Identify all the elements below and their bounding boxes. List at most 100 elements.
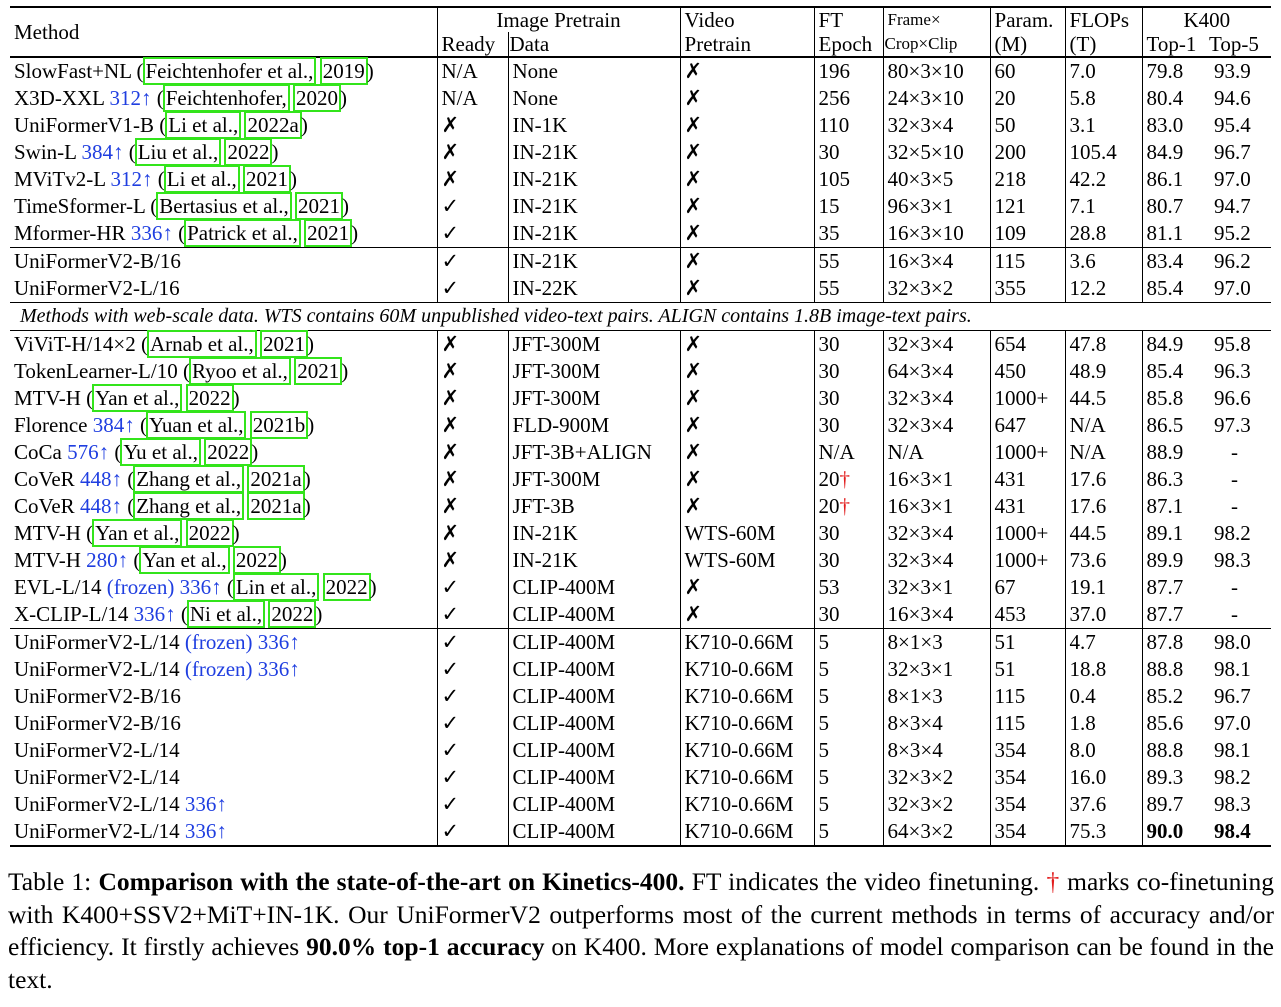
flops-cell: 8.0 [1064,737,1143,764]
epoch-cell: 30 [813,547,884,574]
resolution-tag: 312↑ [109,86,152,110]
flops-unit-header: (T) [1064,32,1143,57]
method-name: UniFormerV2-L/14 [14,657,180,681]
top5-cell: 98.4 [1207,818,1272,847]
section-note: Methods with web-scale data. WTS contain… [10,302,1272,331]
ready-cell: ✓ [436,275,508,303]
top5-cell: 95.2 [1214,221,1251,245]
ready-cell: ✗ [436,358,508,385]
epoch-cell: 20† [813,493,884,520]
citation-author: Feichtenhofer, [162,84,290,112]
data-cell: CLIP-400M [507,574,681,601]
video-pretrain-cell: ✗ [679,439,815,466]
top5-cell: 93.9 [1207,56,1272,85]
frames-cell: 8×3×4 [882,710,991,737]
citation-year: 2022 [185,519,234,547]
citation-author: Liu et al., [134,138,222,166]
video-pretrain-cell: ✗ [679,358,815,385]
ready-cell: ✓ [436,247,508,275]
epoch-value: 5 [818,819,830,843]
method-name: UniFormerV2-B/16 [14,711,181,735]
table-row: CoVeR 448↑ (Zhang et al., 2021a) ✗ JFT-300… [10,465,1271,493]
citation-author: Bertasius et al., [156,192,292,220]
ready-cell: ✗ [436,493,508,520]
epoch-header: Epoch [813,32,884,57]
frames-cell: 32×3×4 [882,112,991,139]
ready-cell: ✗ [436,466,508,493]
method-cell: UniFormerV2-L/14 (frozen) 336↑ [10,656,437,683]
frames-cell: 40×3×5 [882,166,991,193]
resolution-tag: 336↑ [130,221,173,245]
caption-label: Table 1: [8,867,99,896]
citation-author: Lin et al., [232,573,320,601]
top1-cell: 86.5 [1141,412,1208,439]
table-row: X3D-XXL 312↑ (Feichtenhofer, 2020) N/A Non… [10,84,1271,112]
top5-cell: 95.8 [1207,330,1272,358]
top5-cell: 98.1 [1214,738,1251,762]
ready-cell: ✓ [436,220,508,248]
top1-cell: 90.0 [1141,818,1208,847]
frames-cell: 16×3×4 [882,247,991,275]
method-cell: SlowFast+NL (Feichtenhofer et al., 2019) [10,56,437,85]
epoch-value: 30 [818,386,840,410]
epoch-value: 256 [818,86,851,110]
table-row: UniFormerV1-B (Li et al., 2022a) ✗ IN-1K ✗ 1… [10,111,1271,139]
frozen-tag: (frozen) [184,630,253,654]
citation-year: 2022 [204,438,253,466]
citation-year: 2021 [294,357,343,385]
citation-year: 2022 [224,138,273,166]
citation-year: 2022 [322,573,371,601]
method-name: UniFormerV2-L/14 [14,819,180,843]
video-pretrain-cell: ✗ [679,56,815,85]
table-row: Mformer-HR 336↑ (Patrick et al., 2021) ✓ I… [10,219,1271,248]
param-cell: 218 [989,166,1066,193]
video-pretrain-cell: ✗ [679,412,815,439]
epoch-cell: 256 [813,85,884,112]
param-cell: 67 [989,574,1066,601]
data-cell: CLIP-400M [507,710,681,737]
method-name: CoVeR [14,494,75,518]
top1-cell: 85.6 [1141,710,1208,737]
param-cell: 1000+ [989,520,1066,547]
method-cell: X-CLIP-L/14 336↑ (Ni et al., 2022) [14,600,323,628]
top5-cell: 97.0 [1214,276,1251,300]
flops-cell: 48.9 [1064,358,1143,385]
ready-cell: N/A [436,85,508,112]
method-name: X3D-XXL [14,86,105,110]
data-cell: None [507,56,681,85]
epoch-value: 20 [818,494,840,518]
data-cell: JFT-3B [507,493,681,520]
top1-cell: 89.3 [1141,764,1208,791]
crop-clip-header: Crop×Clip [882,32,991,57]
param-cell: 354 [989,818,1066,847]
resolution-tag: 336↑ [184,819,227,843]
caption-text-3: on K400. More explanations of model comp… [8,932,1274,994]
citation-author: Arnab et al., [146,330,257,358]
citation-year: 2021 [243,165,292,193]
method-name: UniFormerV2-B/16 [14,249,181,273]
video-pretrain-cell: K710-0.66M [679,764,815,791]
param-cell: 450 [989,358,1066,385]
epoch-cell: 30 [813,358,884,385]
param-cell: 20 [989,85,1066,112]
method-cell: MViTv2-L 312↑ (Li et al., 2021) [14,165,298,193]
top5-cell: 98.3 [1214,548,1251,572]
flops-cell: 105.4 [1064,139,1143,166]
citation-author: Yan et al., [92,384,183,412]
method-cell: TimeSformer-L (Bertasius et al., 2021) [14,192,349,220]
epoch-cell: 53 [813,574,884,601]
citation-year: 2022 [232,546,281,574]
epoch-value: 105 [818,167,851,191]
top5-cell: 98.2 [1214,765,1251,789]
ready-cell: ✓ [436,656,508,683]
table-row: UniFormerV2-B/16 ✓ CLIP-400M K710-0.66M 5 8×3… [10,710,1271,737]
citation-year: 2022a [244,111,302,139]
table-row: UniFormerV2-L/14 (frozen) 336↑ ✓ CLIP-400M… [10,656,1271,683]
table-row: MTV-H (Yan et al., 2022) ✗ IN-21K WTS-60M 30… [10,519,1271,547]
table-row: UniFormerV2-B/16 ✓ CLIP-400M K710-0.66M 5 8×1… [10,683,1271,710]
top5-cell: 95.4 [1214,113,1251,137]
resolution-tag: 384↑ [81,140,124,164]
epoch-value: 30 [818,140,840,164]
video-pretrain-cell: K710-0.66M [679,683,815,710]
flops-cell: 44.5 [1064,520,1143,547]
